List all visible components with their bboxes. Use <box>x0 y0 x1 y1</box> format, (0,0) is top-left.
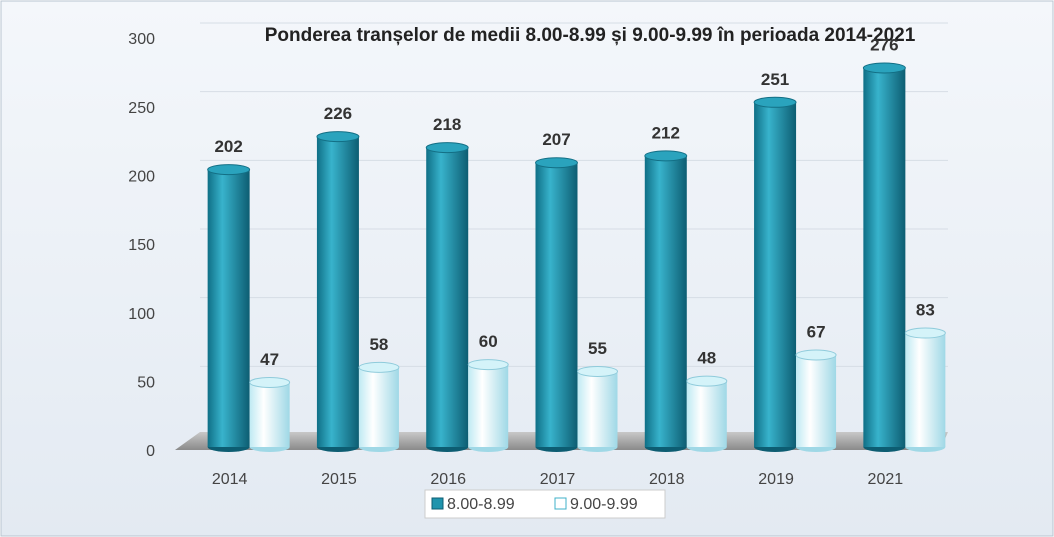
bar <box>796 354 837 447</box>
bar <box>754 102 797 447</box>
data-label: 58 <box>369 335 388 354</box>
bar <box>905 333 946 447</box>
bar <box>863 67 906 448</box>
bar-top <box>207 164 251 176</box>
bar-top <box>425 142 469 154</box>
legend-swatch <box>554 497 567 510</box>
data-label: 276 <box>870 35 898 54</box>
data-label: 218 <box>433 115 461 134</box>
x-tick-label: 2017 <box>540 471 576 488</box>
data-label: 212 <box>652 123 680 142</box>
bar-top <box>795 349 837 361</box>
x-tick-label: 2015 <box>321 471 357 488</box>
bar-top <box>577 365 618 377</box>
chart-title: Ponderea tranșelor de medii 8.00-8.99 și… <box>265 25 916 46</box>
x-tick-label: 2018 <box>649 471 685 488</box>
legend-label: 9.00-9.99 <box>570 496 638 513</box>
y-tick-label: 100 <box>128 306 155 323</box>
bar-top <box>249 376 291 388</box>
legend-label: 8.00-8.99 <box>447 496 515 513</box>
bar <box>644 155 687 447</box>
bar <box>316 136 359 448</box>
data-label: 207 <box>542 130 570 149</box>
bar-top <box>535 157 578 169</box>
bar-top <box>358 361 400 373</box>
data-label: 60 <box>479 332 498 351</box>
data-label: 202 <box>214 137 242 156</box>
y-tick-label: 150 <box>128 237 155 254</box>
data-label: 47 <box>260 350 279 369</box>
bar <box>535 162 578 447</box>
y-tick-label: 200 <box>128 169 155 186</box>
x-tick-label: 2021 <box>868 471 904 488</box>
data-label: 55 <box>588 339 607 358</box>
y-tick-label: 300 <box>128 31 155 48</box>
bar <box>358 367 399 447</box>
bar-top <box>644 150 688 162</box>
bar <box>686 381 727 447</box>
x-tick-label: 2014 <box>212 471 248 488</box>
bar-top <box>686 375 728 387</box>
bar <box>249 382 290 447</box>
bar <box>207 169 250 447</box>
bar-top <box>904 327 946 339</box>
x-tick-label: 2019 <box>758 471 794 488</box>
bar-top <box>862 62 906 74</box>
bar-top <box>467 359 509 371</box>
legend-box <box>424 489 666 519</box>
bar <box>468 364 509 447</box>
x-tick-label: 2016 <box>430 471 466 488</box>
y-tick-label: 250 <box>128 100 155 117</box>
data-label: 251 <box>761 70 789 89</box>
data-label: 48 <box>697 349 716 368</box>
bar-top <box>316 131 360 143</box>
legend-swatch <box>431 497 444 510</box>
y-tick-label: 50 <box>137 375 155 392</box>
bar-top <box>753 96 797 108</box>
bar <box>426 147 469 447</box>
data-label: 67 <box>807 322 826 341</box>
bar <box>577 371 618 447</box>
data-label: 226 <box>324 104 352 123</box>
y-tick-label: 0 <box>146 443 155 460</box>
data-label: 83 <box>916 300 935 319</box>
